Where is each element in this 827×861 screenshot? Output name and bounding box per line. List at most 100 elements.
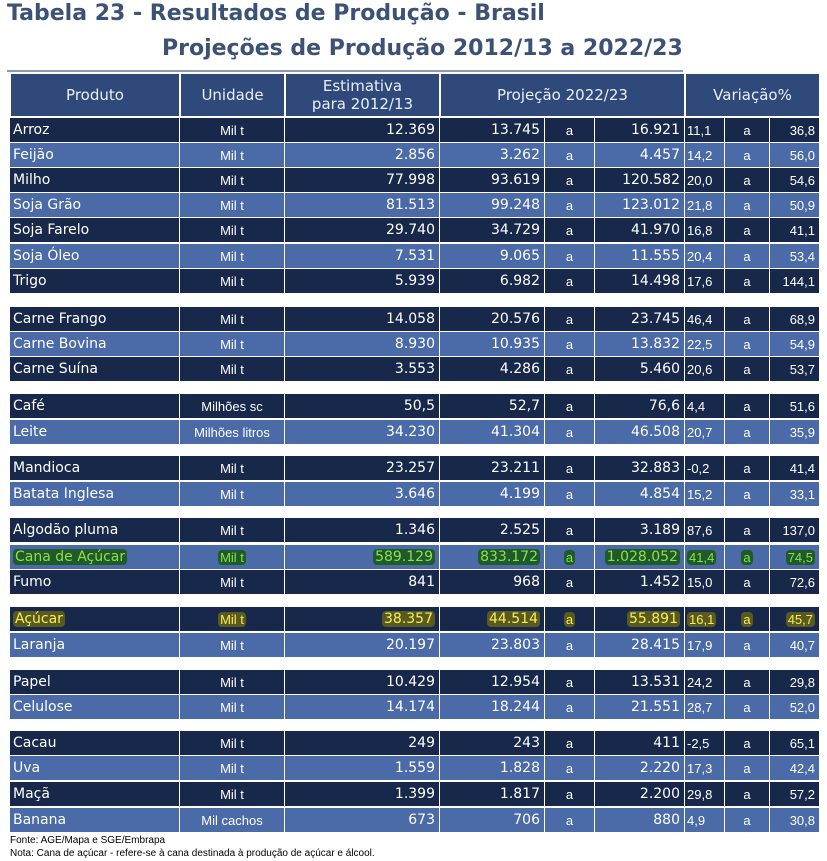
cell-p2: 76,6: [595, 394, 685, 419]
cell-text: Carne Suína: [13, 361, 98, 377]
cell-v2: 29,8: [770, 670, 820, 695]
cell-text: 4,9: [687, 813, 706, 828]
cell-v2: 54,6: [770, 168, 820, 193]
cell-text: 5.460: [639, 361, 680, 377]
cell-text: 65,1: [789, 736, 815, 751]
cell-text: 76,6: [648, 398, 680, 414]
cell-p1: 6.982: [440, 269, 545, 294]
cell-text: 28.415: [631, 637, 680, 653]
cell-text: a: [565, 461, 574, 476]
cell-a2: a: [725, 695, 770, 720]
cell-v2: 42,4: [770, 756, 820, 781]
cell-text: Mil t: [220, 312, 244, 327]
cell-est: 249: [285, 731, 440, 756]
cell-a: a: [545, 695, 595, 720]
cell-produto: Açúcar: [10, 607, 180, 632]
cell-text: 144,1: [782, 274, 815, 289]
table-row: Soja Óleo Mil t 7.531 9.065 a 11.555 20,4 a 53,4: [0, 244, 827, 269]
cell-text: 14.058: [386, 311, 435, 327]
cell-text: a: [563, 612, 576, 627]
cell-text: a: [565, 736, 574, 751]
cell-text: 45,7: [785, 612, 815, 627]
cell-a: a: [545, 143, 595, 168]
cell-text: a: [743, 787, 751, 802]
cell-v1: 15,0: [685, 570, 725, 595]
cell-produto: Milho: [10, 168, 180, 193]
cell-v2: 72,6: [770, 570, 820, 595]
cell-text: a: [565, 700, 574, 715]
cell-a2: a: [725, 570, 770, 595]
cell-v2: 54,9: [770, 332, 820, 357]
cell-text: 46,4: [687, 312, 713, 327]
cell-p1: 18.244: [440, 695, 545, 720]
cell-est: 673: [285, 808, 440, 833]
cell-text: Batata Inglesa: [13, 486, 115, 502]
cell-text: a: [743, 173, 751, 188]
cell-v2: 144,1: [770, 269, 820, 294]
cell-unidade: Mil t: [180, 782, 285, 807]
cell-text: Laranja: [13, 637, 66, 653]
cell-text: Celulose: [13, 699, 73, 715]
cell-produto: Uva: [10, 756, 180, 781]
cell-text: 12.369: [386, 122, 435, 138]
table-row: Papel Mil t 10.429 12.954 a 13.531 24,2 a 29,8: [0, 670, 827, 695]
cell-text: a: [743, 362, 751, 377]
cell-text: Cacau: [13, 735, 57, 751]
cell-a: a: [545, 420, 595, 445]
cell-v2: 36,8: [770, 118, 820, 143]
cell-unidade: Mil t: [180, 332, 285, 357]
cell-v1: 87,6: [685, 518, 725, 543]
cell-text: Carne Frango: [13, 311, 107, 327]
cell-text: Mil t: [220, 249, 244, 264]
table-row: Algodão pluma Mil t 1.346 2.525 a 3.189 87,6 a 1…: [0, 518, 827, 543]
cell-text: a: [743, 523, 751, 538]
cell-text: a: [743, 461, 751, 476]
cell-unidade: Mil t: [180, 218, 285, 243]
cell-v2: 137,0: [770, 518, 820, 543]
cell-text: 3.189: [639, 522, 680, 538]
cell-a2: a: [725, 545, 770, 570]
cell-text: Trigo: [13, 273, 47, 289]
cell-text: 1.028.052: [604, 549, 680, 565]
cell-text: a: [743, 148, 751, 163]
cell-text: 30,8: [789, 813, 815, 828]
cell-text: a: [743, 399, 751, 414]
cell-a: a: [545, 808, 595, 833]
cell-text: Carne Bovina: [13, 336, 107, 352]
cell-unidade: Mil t: [180, 570, 285, 595]
cell-v1: 28,7: [685, 695, 725, 720]
cell-text: Mil t: [220, 761, 244, 776]
cell-a2: a: [725, 269, 770, 294]
cell-text: a: [743, 274, 751, 289]
table-row: Mandioca Mil t 23.257 23.211 a 32.883 -0,2 a 41,…: [0, 456, 827, 481]
cell-produto: Maçã: [10, 782, 180, 807]
cell-text: 11.555: [631, 248, 680, 264]
cell-text: 55.891: [627, 611, 680, 627]
cell-p2: 16.921: [595, 118, 685, 143]
cell-v1: 20,4: [685, 244, 725, 269]
cell-p2: 46.508: [595, 420, 685, 445]
cell-text: 249: [408, 735, 435, 751]
cell-text: 123.012: [622, 197, 680, 213]
cell-est: 77.998: [285, 168, 440, 193]
cell-p1: 52,7: [440, 394, 545, 419]
cell-est: 23.257: [285, 456, 440, 481]
cell-p1: 34.729: [440, 218, 545, 243]
cell-text: 411: [653, 735, 680, 751]
cell-est: 841: [285, 570, 440, 595]
cell-produto: Carne Suína: [10, 357, 180, 382]
cell-text: 1.559: [394, 760, 435, 776]
cell-text: 52,0: [789, 700, 815, 715]
cell-text: 23.745: [631, 311, 680, 327]
header-projecao: Projeção 2022/23: [440, 73, 685, 117]
cell-text: 20,0: [687, 173, 713, 188]
cell-text: 38.357: [382, 611, 435, 627]
cell-p2: 4.457: [595, 143, 685, 168]
cell-v1: 29,8: [685, 782, 725, 807]
cell-a: a: [545, 670, 595, 695]
cell-unidade: Mil t: [180, 545, 285, 570]
cell-p2: 123.012: [595, 193, 685, 218]
cell-text: a: [743, 813, 751, 828]
cell-v2: 40,7: [770, 633, 820, 658]
table-row: Soja Farelo Mil t 29.740 34.729 a 41.970 16,8 a…: [0, 218, 827, 243]
